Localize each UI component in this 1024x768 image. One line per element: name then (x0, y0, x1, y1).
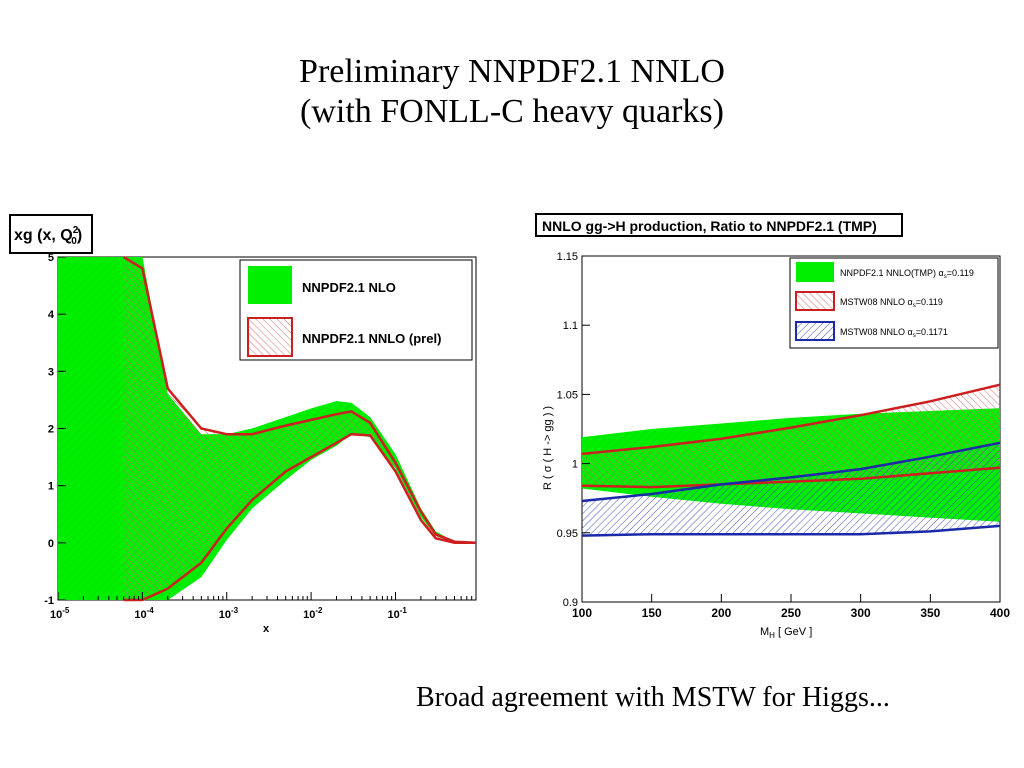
right-y-tick-label: 1.05 (557, 389, 578, 401)
left-x-axis-label: x (263, 623, 270, 635)
title-line-1: Preliminary NNPDF2.1 NNLO (299, 53, 725, 90)
right-y-tick-label: 1 (572, 459, 578, 471)
right-lines (581, 383, 1001, 537)
right-axes: 0.9 0.95 1 1.05 1.1 1.15 100 150 200 250 300 350 400 (557, 251, 1011, 620)
left-series-1-upper-line (123, 255, 477, 545)
right-legend-swatch-nnpdf (796, 262, 834, 282)
right-title-box (535, 213, 903, 237)
right-series-1-upper-line (581, 383, 1001, 456)
left-y-tick-label: 1 (48, 481, 54, 493)
right-chart-title: NNLO gg->H production, Ratio to NNPDF2.1… (542, 218, 877, 234)
right-chart: NNLO gg->H production, Ratio to NNPDF2.1… (535, 213, 1011, 640)
left-x-tick-label: 10-3 (219, 606, 239, 621)
right-x-tick-label: 300 (851, 606, 871, 620)
slide-title: Preliminary NNPDF2.1 NNLO (with FONLL-C … (0, 52, 1024, 132)
right-x-tick-label: 250 (781, 606, 801, 620)
right-series-2-upper-line (581, 441, 1001, 503)
left-y-tick-label: 3 (48, 366, 54, 378)
right-x-axis-label: MH [ GeV ] (760, 626, 812, 640)
right-y-tick-label: 0.9 (563, 597, 578, 609)
right-series-2-band (582, 442, 1000, 536)
left-y-tick-label: 2 (48, 424, 54, 436)
right-y-axis-label: R ( σ ( H -> gg ) ) (542, 406, 554, 490)
left-legend-label-nnlo: NNPDF2.1 NNLO (prel) (302, 331, 441, 346)
left-series-1-lower-line (123, 432, 476, 602)
left-legend-label-nlo: NNPDF2.1 NLO (302, 280, 396, 295)
right-y-tick-label: 1.1 (563, 320, 578, 332)
right-x-tick-label: 350 (920, 606, 940, 620)
right-y-tick-label: 0.95 (557, 528, 578, 540)
left-lines (123, 255, 477, 602)
right-x-tick-label: 400 (990, 606, 1010, 620)
slide-caption: Broad agreement with MSTW for Higgs... (416, 682, 890, 713)
left-y-tick-label: 5 (48, 252, 54, 264)
left-y-tick-label: -1 (44, 595, 54, 607)
left-title-box (9, 214, 93, 254)
right-y-tick-label: 1.15 (557, 251, 578, 263)
right-legend-label-nnpdf: NNPDF2.1 NNLO(TMP) αs=0.119 (840, 268, 974, 280)
right-legend-label-mstw-119: MSTW08 NNLO αs=0.119 (840, 297, 943, 309)
right-series-1-lower-line (581, 466, 1001, 489)
right-series-2-lower-line (581, 524, 1001, 537)
left-chart: xg (x, Q2 0) -1 0 1 2 3 4 5 10-5 10-4 10-3 10-2 10-1… (9, 214, 477, 635)
left-y-tick-label: 0 (48, 538, 54, 550)
right-bands (582, 384, 1000, 536)
left-x-tick-label: 10-5 (50, 606, 70, 621)
left-y-tick-label: 4 (48, 309, 55, 321)
left-x-tick-label: 10-2 (303, 606, 323, 621)
right-legend: NNPDF2.1 NNLO(TMP) αs=0.119 MSTW08 NNLO … (789, 257, 999, 349)
right-x-tick-label: 200 (711, 606, 731, 620)
left-x-tick-label: 10-1 (387, 606, 407, 621)
right-legend-label-mstw-1171: MSTW08 NNLO αs=0.1171 (840, 327, 948, 339)
right-series-1-band (582, 384, 1000, 488)
title-line-2: (with FONLL-C heavy quarks) (300, 93, 724, 130)
right-x-tick-label: 150 (642, 606, 662, 620)
left-chart-title: xg (x, Q2 0) (14, 225, 82, 247)
left-legend-swatch-nnlo (247, 317, 293, 357)
left-series-1-band (123, 257, 476, 600)
left-bands (58, 257, 476, 600)
left-legend: NNPDF2.1 NLO NNPDF2.1 NNLO (prel) (239, 259, 473, 361)
left-x-tick-label: 10-4 (134, 606, 154, 621)
right-legend-swatch-mstw-1171 (795, 321, 835, 341)
right-x-tick-label: 100 (572, 606, 592, 620)
left-legend-swatch-nlo (248, 266, 292, 304)
left-axes: -1 0 1 2 3 4 5 10-5 10-4 10-3 10-2 10-1 (44, 252, 477, 621)
right-legend-swatch-mstw-119 (795, 291, 835, 311)
